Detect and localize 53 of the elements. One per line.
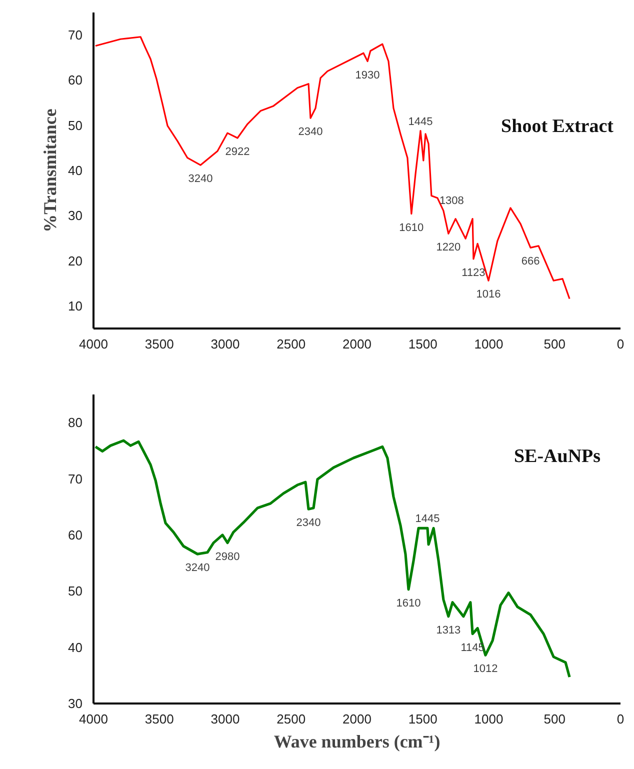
annotation: 1610 [399,222,424,234]
x-tick-label: 1000 [474,336,504,352]
x-tick-label: 3000 [210,712,240,726]
annotation: 666 [521,256,540,268]
y-tick-label: 10 [68,298,83,314]
y-tick-label: 40 [68,640,83,655]
annotation: 1930 [355,69,380,82]
annotation: 1012 [473,663,498,676]
x-tick-label: 0 [616,336,624,352]
x-tick-label: 2500 [276,336,306,352]
x-tick-label: 1000 [474,712,504,726]
annotation: 3240 [185,562,210,574]
y-tick-label: 30 [68,208,83,224]
y-tick-label: 50 [68,118,83,133]
x-tick-label: 500 [544,712,566,726]
x-tick-label: 3500 [144,336,174,352]
annotation: 1445 [415,513,440,526]
x-tick-label: 0 [616,712,624,726]
x-tick-label: 4000 [79,712,108,726]
annotation: 1610 [396,597,421,610]
x-tick-label: 2500 [276,712,306,726]
y-tick-label: 30 [68,696,83,711]
y-axis-title: %Transmitance [40,108,60,232]
x-tick-label: 1500 [408,336,438,352]
x-tick-label: 1500 [408,712,438,726]
x-tick-label: 4000 [79,336,108,352]
x-tick-label: 3500 [144,712,174,726]
y-tick-label: 60 [68,72,83,88]
y-tick-label: 70 [68,28,83,43]
annotation: 1220 [436,242,461,254]
annotation: 2340 [296,517,321,530]
annotation: 1123 [462,266,486,279]
annotation: 1308 [439,194,464,207]
annotation: 1016 [476,288,501,301]
y-tick-label: 80 [68,415,83,430]
y-tick-label: 20 [68,253,83,268]
annotation: 2340 [298,126,323,138]
annotation: 1445 [408,116,433,128]
y-tick-label: 40 [68,163,83,178]
y-tick-label: 70 [68,471,83,486]
y-tick-label: 50 [68,584,83,599]
annotation: 2922 [225,146,250,158]
annotation: 1313 [436,624,461,636]
y-tick-label: 60 [68,527,83,542]
x-tick-label: 2000 [342,712,372,726]
text: Shoot Extract [501,116,614,137]
x-tick-label: 2000 [342,336,372,352]
x-tick-label: 500 [544,336,566,352]
text: SE-AuNPs [514,446,601,467]
annotation: 2980 [215,550,240,563]
x-tick-label: 3000 [210,336,240,352]
x-axis-title: Wave numbers (cm⁻¹) [274,732,440,752]
annotation: 3240 [188,173,213,186]
